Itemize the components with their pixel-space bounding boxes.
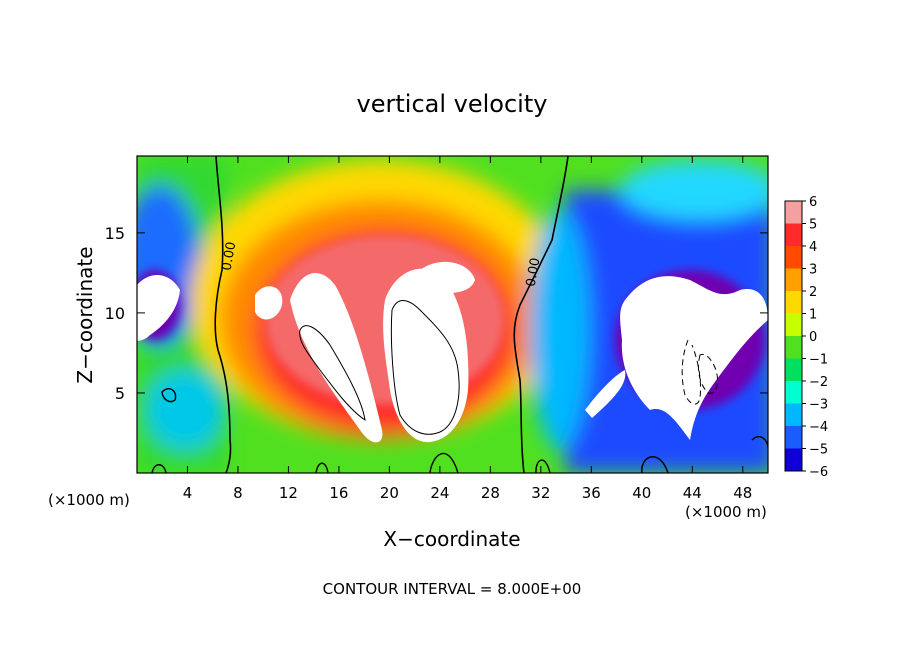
- x-tick-label: 20: [380, 484, 399, 502]
- colorbar: 6 5 4 3 2 1 0 −1 −2 −3 −4 −5 −6: [784, 195, 828, 480]
- colorbar-label: −6: [809, 465, 828, 480]
- contour-negative-b: [697, 353, 719, 394]
- colorbar-swatch: [785, 381, 802, 404]
- contour-core-center: [390, 300, 460, 435]
- x-tick-label: 12: [279, 484, 298, 502]
- x-tick-label: 32: [531, 484, 550, 502]
- contour-label: 0.00: [524, 257, 544, 288]
- y-tick-label: 5: [115, 384, 125, 403]
- colorbar-swatch: [785, 246, 802, 269]
- plot-frame: [136, 155, 769, 474]
- x-tick-label: 40: [632, 484, 651, 502]
- x-tick-label: 16: [329, 484, 348, 502]
- colorbar-label: 4: [809, 240, 817, 255]
- contour-label-layer: 0.00 0.00: [220, 241, 544, 288]
- zero-contour-right: [513, 156, 569, 473]
- x-unit-right: (×1000 m): [685, 503, 767, 521]
- x-tick-label: 24: [430, 484, 449, 502]
- colorbar-label: −1: [809, 353, 828, 368]
- colorbar-label: −4: [809, 420, 828, 435]
- contour-small-bottom-5: [535, 459, 551, 473]
- right-cyan-edge: [530, 210, 590, 450]
- x-tick-label: 8: [233, 484, 243, 502]
- colorbar-swatch: [785, 448, 802, 471]
- x-axis-label: X−coordinate: [383, 527, 520, 551]
- x-tick-label: 28: [481, 484, 500, 502]
- contour-small-bottom-3: [429, 452, 459, 473]
- colorbar-label: 0: [809, 330, 817, 345]
- colorbar-label: −5: [809, 443, 828, 458]
- white-downdraft-right: [620, 276, 768, 440]
- y-axis: 5 10 15: [105, 224, 768, 403]
- colorbar-swatch: [785, 426, 802, 449]
- contour-small-bottom-1: [151, 464, 167, 473]
- contour-interval-footer: CONTOUR INTERVAL = 8.000E+00: [323, 580, 582, 598]
- left-lower-cyan: [145, 370, 225, 450]
- chart-title: vertical velocity: [357, 90, 548, 118]
- white-downdraft-streaks: [585, 370, 626, 418]
- colorbar-label: −3: [809, 398, 828, 413]
- colorbar-swatch: [785, 268, 802, 291]
- x-unit-left: (×1000 m): [48, 491, 130, 509]
- x-tick-label: 44: [683, 484, 702, 502]
- heatmap-field: [137, 156, 768, 473]
- contour-label: 0.00: [220, 241, 240, 272]
- colorbar-swatch: [785, 223, 802, 246]
- x-axis: 4 8 12 16 20 24 28 32 36 40 44 48: [183, 156, 752, 502]
- colorbar-swatch: [785, 403, 802, 426]
- colorbar-swatch: [785, 358, 802, 381]
- colorbar-label: 3: [809, 263, 817, 278]
- x-tick-label: 4: [183, 484, 193, 502]
- zero-contour-left: [214, 156, 232, 473]
- colorbar-label: 2: [809, 285, 817, 300]
- white-downdraft-upper-left: [137, 274, 180, 341]
- x-tick-label: 48: [733, 484, 752, 502]
- contour-core-left: [299, 325, 366, 422]
- white-core-center: [383, 268, 469, 443]
- right-top-light: [620, 160, 768, 220]
- y-tick-label: 10: [105, 304, 125, 323]
- colorbar-label: 6: [809, 195, 817, 210]
- colorbar-swatch: [785, 336, 802, 359]
- contour-lines: [151, 156, 768, 473]
- colorbar-label: 5: [809, 218, 817, 233]
- colorbar-swatch: [785, 201, 802, 224]
- colorbar-swatch: [785, 291, 802, 314]
- contour-small-left: [161, 388, 177, 403]
- white-blob-top-center: [420, 261, 475, 293]
- white-blob-upper-left: [255, 286, 283, 320]
- y-axis-label: Z−coordinate: [73, 246, 97, 383]
- contour-small-bottom-6: [315, 462, 329, 473]
- colorbar-label: 1: [809, 308, 817, 323]
- x-tick-label: 36: [582, 484, 601, 502]
- colorbar-label: −2: [809, 375, 828, 390]
- colorbar-swatch: [785, 313, 802, 336]
- y-tick-label: 15: [105, 224, 125, 243]
